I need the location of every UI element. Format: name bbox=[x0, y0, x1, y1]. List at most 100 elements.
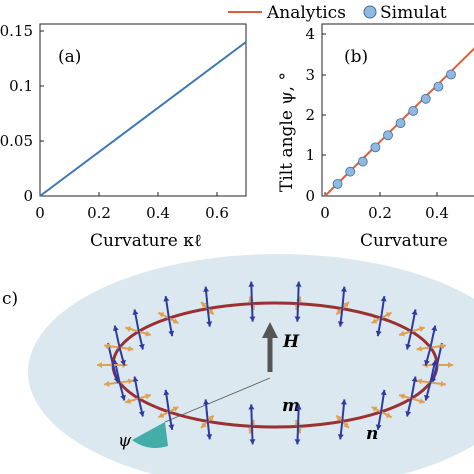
spin-n-arrow-head bbox=[201, 302, 207, 308]
panel-a-xticks: 0 0.2 0.4 0.6 bbox=[35, 192, 229, 222]
simulation-point bbox=[383, 130, 393, 141]
panel-a-xtick-label: 0 bbox=[35, 204, 45, 222]
spin-m-arrow-head bbox=[112, 325, 119, 332]
spin-n-arrow-head bbox=[208, 308, 214, 315]
spin-m-arrow-head bbox=[168, 330, 175, 337]
panel-b-xlabel: Curvature bbox=[360, 231, 448, 251]
field-label: H bbox=[282, 332, 300, 352]
spin-m-arrow-head bbox=[424, 359, 430, 366]
spin-m-arrow-head bbox=[295, 281, 302, 287]
panel-a-ytick-label: 0 bbox=[23, 187, 33, 205]
spin-m-arrow-head bbox=[120, 359, 126, 366]
spin-arrows bbox=[97, 281, 453, 445]
spin-n-arrow-head bbox=[145, 330, 151, 337]
spin-n-arrow-head bbox=[399, 330, 405, 337]
spin-m-arrow-head bbox=[138, 343, 145, 350]
spin-n-arrow-head bbox=[201, 422, 207, 428]
simulation-point bbox=[395, 118, 406, 128]
spin-n-arrow-head bbox=[104, 343, 110, 350]
spin-n-arrow-head bbox=[385, 312, 392, 318]
spin-m-arrow-head bbox=[206, 321, 213, 327]
spin-m-arrow-head bbox=[294, 316, 301, 322]
panel-a-xtick-label: 0.2 bbox=[87, 204, 111, 222]
spin-m-arrow-head bbox=[132, 376, 139, 382]
panel-a-ytick-label: 0.05 bbox=[0, 132, 33, 150]
simulation-point bbox=[420, 93, 431, 104]
panel-b-ytick-label: 1 bbox=[305, 146, 315, 164]
psi-label: ψ bbox=[118, 431, 132, 451]
panel-b-xtick-label: 0.4 bbox=[425, 204, 449, 222]
spin-m-arrow-head bbox=[203, 399, 210, 405]
simulation-point bbox=[332, 178, 343, 189]
panel-b-label: (b) bbox=[344, 47, 368, 67]
spin-m-arrow-head bbox=[113, 377, 120, 383]
simulation-point bbox=[370, 142, 381, 153]
panel-b-xtick-label: 0 bbox=[320, 204, 330, 222]
field-arrow-head bbox=[262, 322, 278, 338]
spin-n-arrow-head bbox=[125, 326, 131, 332]
simulation-point bbox=[408, 106, 419, 116]
spin-m-arrow-head bbox=[411, 376, 418, 382]
panel-b-frame bbox=[321, 23, 474, 197]
field-arrow bbox=[262, 322, 278, 372]
spin-n-arrow-head bbox=[371, 318, 378, 324]
spin-n-arrow-head bbox=[416, 378, 422, 385]
radius-line bbox=[164, 377, 271, 423]
panel-c-label: c) bbox=[2, 289, 18, 309]
panel-a-yticks: 0 0.05 0.1 0.15 bbox=[0, 22, 44, 205]
disk bbox=[28, 254, 474, 474]
spin-n-arrow-head bbox=[172, 318, 179, 324]
spin-m-arrow-head bbox=[203, 286, 210, 292]
legend-simulation-label: Simulat bbox=[380, 3, 447, 23]
spin-n-arrow-head bbox=[172, 406, 179, 412]
psi-wedge bbox=[132, 422, 168, 448]
spin-n-arrow-head bbox=[158, 412, 165, 418]
spin-n-arrow-head bbox=[104, 380, 110, 387]
spin-n-arrow-head bbox=[128, 345, 134, 352]
panel-b-ytick-label: 0 bbox=[305, 187, 315, 205]
panel-b-ytick-label: 2 bbox=[305, 106, 315, 124]
panel-b-yticks: 0 1 2 3 4 bbox=[305, 25, 326, 205]
spin-m-arrow-head bbox=[405, 343, 412, 350]
spin-m-arrow-head bbox=[163, 389, 170, 396]
spin-n-arrow-head bbox=[419, 398, 425, 404]
spin-m-arrow-head bbox=[424, 394, 430, 401]
panel-b-ytick-label: 3 bbox=[305, 66, 315, 84]
spin-m-arrow-head bbox=[340, 286, 347, 292]
m-label: m bbox=[282, 396, 300, 416]
spin-n-arrow-head bbox=[336, 308, 342, 315]
simulation-point bbox=[357, 156, 368, 167]
spin-m-arrow-head bbox=[380, 389, 387, 396]
spin-m-arrow-head bbox=[375, 424, 382, 430]
spin-n-arrow-head bbox=[416, 345, 422, 352]
spin-m-arrow-head bbox=[249, 316, 256, 322]
spin-n-arrow-head bbox=[440, 380, 446, 387]
panel-a-xtick-label: 0.6 bbox=[205, 204, 229, 222]
spin-m-arrow-head bbox=[405, 410, 412, 417]
spin-m-arrow-head bbox=[337, 321, 344, 327]
spin-n-arrow-head bbox=[158, 312, 165, 318]
panel-b-ylabel: Tilt angle ψ, ° bbox=[277, 72, 297, 192]
spin-n-arrow-head bbox=[125, 398, 131, 404]
panel-a-label: (a) bbox=[58, 47, 81, 67]
panel-b-xtick-label: 0.2 bbox=[368, 204, 392, 222]
spin-m-arrow-head bbox=[248, 281, 255, 287]
spin-n-arrow-head bbox=[399, 393, 405, 400]
spin-n-arrow-head bbox=[371, 406, 378, 412]
panel-a-xtick-label: 0.4 bbox=[146, 204, 170, 222]
spin-n-arrow-head bbox=[336, 415, 342, 422]
spin-m-arrow-head bbox=[431, 360, 438, 366]
spin-m-arrow-head bbox=[340, 399, 347, 405]
spin-m-arrow-head bbox=[132, 309, 139, 315]
panel-a-ytick-label: 0.1 bbox=[9, 77, 33, 95]
legend-analytics-label: Analytics bbox=[266, 3, 346, 23]
spin-n-arrow-head bbox=[440, 343, 446, 350]
spin-n-arrow-head bbox=[419, 326, 425, 332]
spin-m-arrow-head bbox=[206, 434, 213, 440]
spin-m-arrow-head bbox=[168, 424, 175, 430]
panel-a: (a) 0 0.05 0.1 0.15 0 0.2 0.4 0.6 Curvat… bbox=[0, 22, 247, 251]
panel-c: c) ψ H m n bbox=[2, 254, 474, 474]
spin-m-arrow-head bbox=[138, 410, 145, 417]
spin-m-arrow-head bbox=[294, 439, 301, 445]
